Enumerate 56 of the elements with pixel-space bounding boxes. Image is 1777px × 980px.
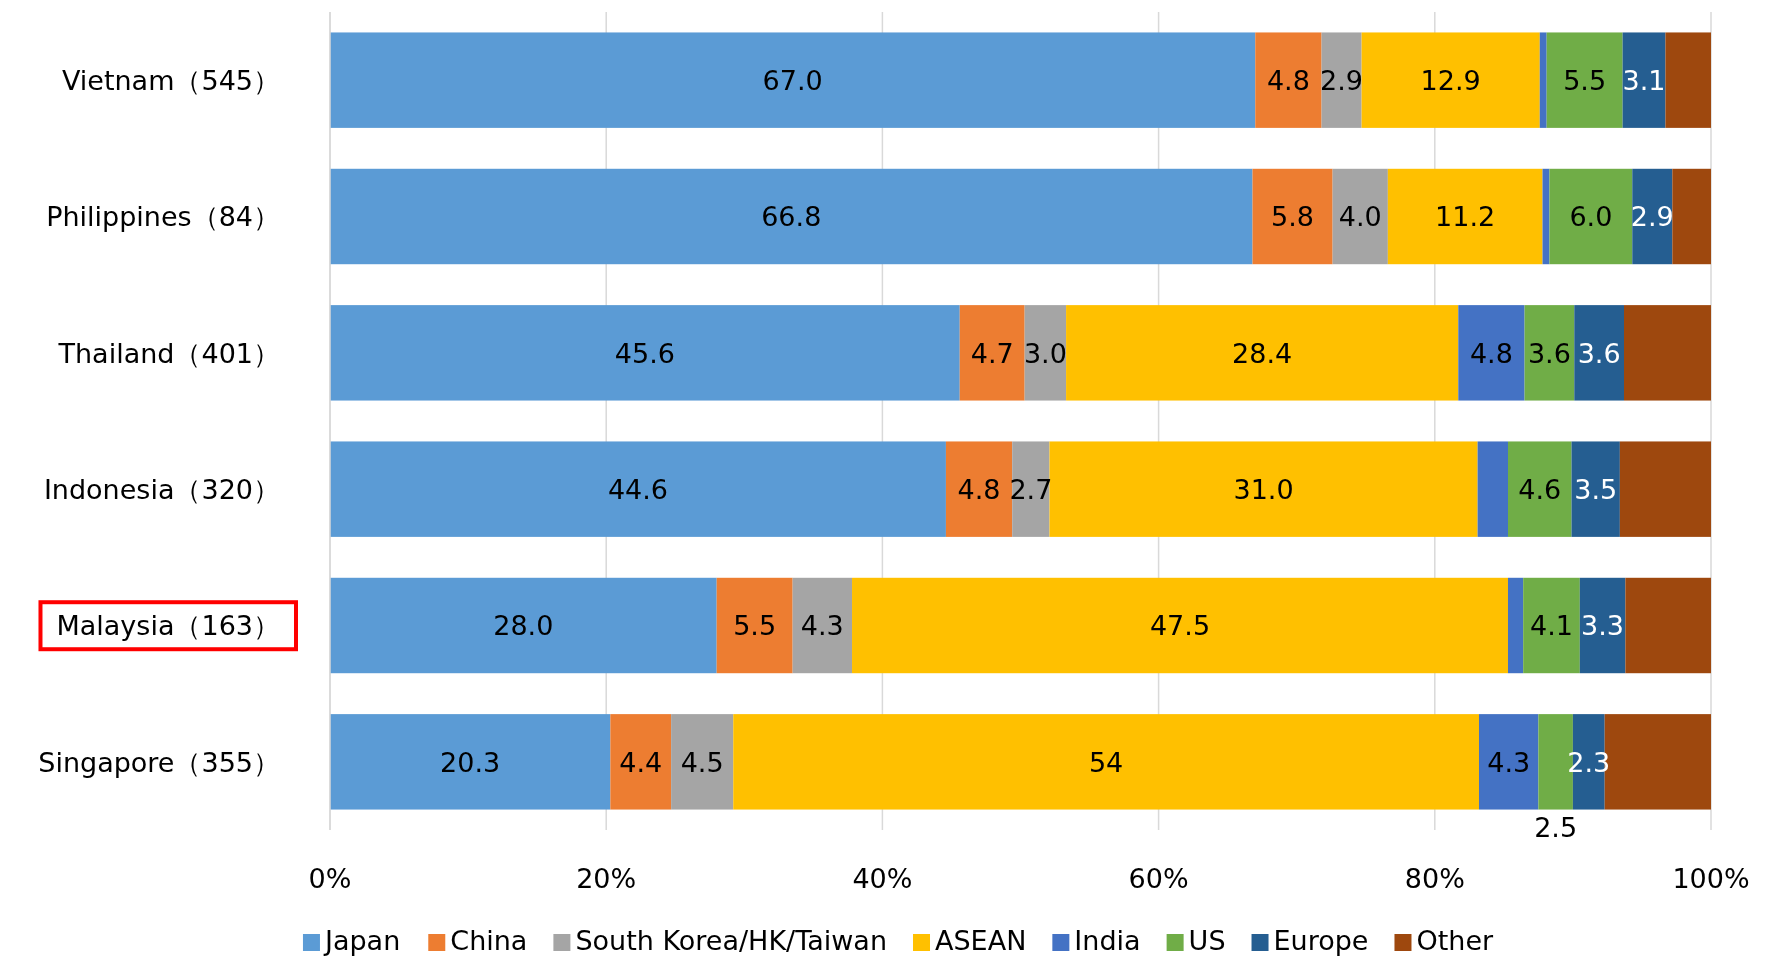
data-label: 5.5 [733, 610, 777, 642]
y-tick-label: Singapore（355） [38, 746, 280, 778]
x-tick-label: 60% [1128, 863, 1189, 894]
data-label: 5.8 [1271, 201, 1315, 233]
data-label: 3.6 [1527, 337, 1571, 369]
data-label: 47.5 [1149, 610, 1211, 642]
legend-label: ASEAN [935, 925, 1027, 956]
data-label: 4.1 [1530, 610, 1573, 642]
x-tick-label: 40% [852, 863, 913, 894]
y-tick-label: Vietnam（545） [61, 64, 280, 96]
legend-label: Europe [1273, 925, 1369, 956]
legend-label: India [1074, 925, 1141, 956]
data-label: 2.9 [1630, 201, 1674, 233]
legend-label: Other [1416, 925, 1495, 956]
data-label: 3.5 [1574, 473, 1618, 505]
data-label: 12.9 [1420, 64, 1481, 96]
data-label: 54 [1088, 746, 1124, 778]
data-label: 2.9 [1320, 64, 1364, 96]
data-label: 28.4 [1232, 337, 1293, 369]
legend-label: Japan [322, 925, 401, 956]
data-label: 20.3 [440, 746, 501, 778]
data-label: 3.0 [1023, 337, 1067, 369]
data-label: 4.0 [1338, 201, 1382, 233]
data-label: 4.8 [957, 473, 1001, 505]
legend-label: South Korea/HK/Taiwan [575, 925, 888, 956]
data-label: 4.3 [800, 610, 844, 642]
data-label: 4.4 [619, 746, 663, 778]
legend-label: US [1188, 925, 1226, 956]
data-label: 67.0 [762, 64, 823, 96]
data-label: 4.8 [1469, 337, 1513, 369]
data-label: 45.6 [614, 337, 675, 369]
data-label: 4.6 [1518, 473, 1562, 505]
data-label: 3.6 [1577, 337, 1621, 369]
x-tick-label: 20% [576, 863, 637, 894]
data-label: 66.8 [761, 201, 822, 233]
data-label: 6.0 [1569, 201, 1613, 233]
data-label: 4.7 [970, 337, 1014, 369]
y-tick-label: Thailand（401） [57, 337, 280, 369]
data-label: 5.5 [1563, 64, 1607, 96]
y-tick-label: Malaysia（163） [56, 610, 280, 642]
x-tick-label: 100% [1672, 863, 1750, 894]
data-label: 3.1 [1622, 64, 1666, 96]
data-label: 11.2 [1435, 201, 1496, 233]
data-label: 31.0 [1233, 473, 1294, 505]
data-label: 28.0 [493, 610, 554, 642]
data-label: 44.6 [607, 473, 669, 505]
data-label: 2.5 [1534, 811, 1578, 843]
y-tick-label: Philippines（84） [46, 201, 280, 233]
y-tick-label: Indonesia（320） [43, 473, 280, 505]
x-tick-label: 80% [1404, 863, 1465, 894]
legend-label: China [450, 925, 528, 956]
data-label: 4.8 [1266, 64, 1310, 96]
data-label: 4.3 [1487, 746, 1531, 778]
data-label: 3.3 [1581, 610, 1625, 642]
x-tick-label: 0% [308, 863, 352, 894]
data-label: 4.5 [680, 746, 724, 778]
